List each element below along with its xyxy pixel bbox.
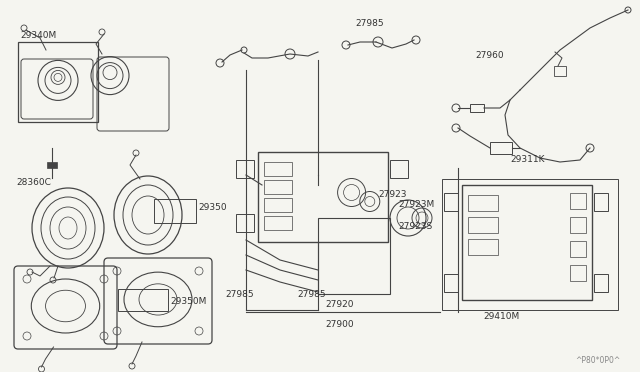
Bar bbox=[594, 274, 608, 292]
Text: 27923M: 27923M bbox=[398, 200, 435, 209]
Text: 29311K: 29311K bbox=[510, 155, 545, 164]
Bar bbox=[570, 241, 586, 257]
Bar bbox=[236, 160, 254, 178]
Bar bbox=[468, 239, 498, 255]
Bar bbox=[470, 104, 484, 112]
Text: 29350: 29350 bbox=[198, 202, 227, 212]
Bar bbox=[570, 217, 586, 233]
Text: 27923S: 27923S bbox=[398, 222, 432, 231]
Text: 28360C: 28360C bbox=[16, 178, 51, 187]
Bar bbox=[570, 265, 586, 281]
Text: 27900: 27900 bbox=[326, 320, 355, 329]
Bar bbox=[390, 160, 408, 178]
Text: 27960: 27960 bbox=[476, 51, 504, 60]
Bar bbox=[570, 193, 586, 209]
Bar bbox=[258, 152, 388, 242]
Bar bbox=[468, 195, 498, 211]
Text: ^P80*0P0^: ^P80*0P0^ bbox=[575, 356, 620, 365]
Bar bbox=[118, 289, 168, 311]
Bar bbox=[47, 162, 57, 168]
Bar bbox=[264, 180, 292, 194]
Text: 29410M: 29410M bbox=[483, 312, 519, 321]
Bar bbox=[444, 193, 458, 211]
Text: 27923: 27923 bbox=[378, 190, 406, 199]
Text: 27985: 27985 bbox=[356, 19, 384, 28]
Bar bbox=[264, 198, 292, 212]
Text: 27985: 27985 bbox=[298, 290, 326, 299]
Bar bbox=[444, 274, 458, 292]
Bar bbox=[236, 214, 254, 232]
Bar bbox=[594, 193, 608, 211]
Bar bbox=[468, 217, 498, 233]
Bar bbox=[154, 199, 196, 223]
Text: 27985: 27985 bbox=[226, 290, 254, 299]
Bar bbox=[18, 42, 98, 122]
Text: 29340M: 29340M bbox=[20, 31, 56, 40]
Bar bbox=[318, 218, 390, 294]
Text: 27920: 27920 bbox=[326, 300, 355, 309]
Text: 29350M: 29350M bbox=[170, 296, 206, 305]
Bar bbox=[462, 185, 592, 300]
Bar bbox=[490, 142, 512, 154]
Bar bbox=[264, 162, 292, 176]
Bar bbox=[264, 216, 292, 230]
Bar bbox=[442, 179, 618, 310]
Bar bbox=[554, 66, 566, 76]
